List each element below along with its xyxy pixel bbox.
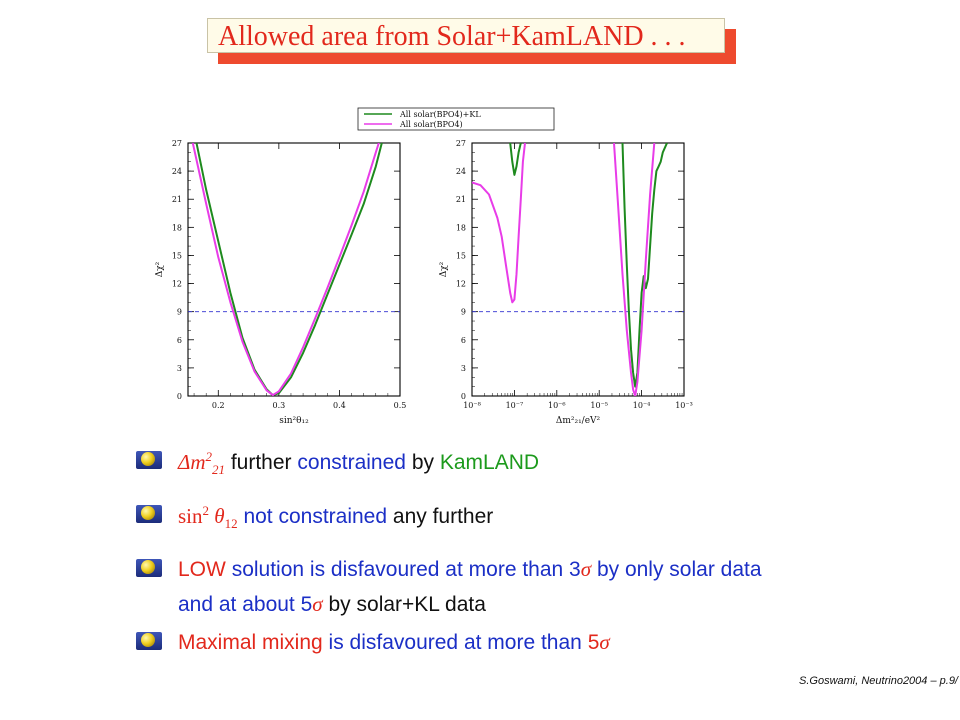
bullet-icon	[136, 559, 162, 577]
y-tick-label: 12	[456, 280, 466, 289]
x-axis-label: sin²θ₁₂	[279, 416, 309, 426]
y-tick-label: 3	[177, 364, 182, 373]
y-tick-label: 9	[177, 308, 182, 317]
y-tick-label: 27	[172, 139, 182, 148]
x-tick-label: 10⁻⁶	[548, 401, 566, 410]
x-tick-label: 0.4	[333, 401, 346, 410]
x-tick-label: 10⁻⁸	[463, 401, 481, 410]
y-tick-label: 12	[172, 280, 182, 289]
y-axis-label: Δχ²	[439, 261, 449, 277]
y-tick-label: 21	[456, 195, 466, 204]
bullet-4-text: Maximal mixing is disfavoured at more th…	[178, 630, 610, 654]
bullet-icon	[136, 505, 162, 523]
y-axis-label: Δχ²	[155, 261, 165, 277]
x-tick-label: 10⁻⁷	[506, 401, 524, 410]
y-tick-label: 0	[177, 392, 182, 401]
chart-sin2theta: 0 3 6 9 12 15 18 21 24 27 0.2 0.3 0.4 0.5 sin²θ₁₂ Δχ²	[155, 139, 406, 426]
y-tick-label: 3	[461, 364, 466, 373]
x-tick-label: 0.5	[394, 401, 407, 410]
plot-frame	[471, 142, 685, 397]
bullet-icon	[136, 451, 162, 469]
bullet-3-text-line2: and at about 5σ by solar+KL data	[178, 592, 486, 616]
y-tick-label: 27	[456, 139, 466, 148]
x-tick-label: 10⁻³	[675, 401, 693, 410]
series-line-2	[191, 143, 380, 396]
series-line-1	[195, 143, 383, 396]
y-tick-label: 15	[456, 251, 466, 260]
charts-figure: All solar(BPO4)+KL All solar(BPO4) 0 3 6 9 1…	[155, 107, 693, 426]
y-tick-label: 6	[461, 336, 466, 345]
x-tick-label: 10⁻⁴	[633, 401, 651, 410]
bullet-2-text: sin2 θ12 not constrained any further	[178, 503, 494, 532]
bullet-3-text: LOW solution is disfavoured at more than…	[178, 557, 762, 581]
x-tick-label: 0.3	[272, 401, 285, 410]
y-tick-label: 18	[172, 223, 182, 232]
bullet-icon	[136, 632, 162, 650]
y-tick-label: 21	[172, 195, 182, 204]
series-line-2	[613, 143, 656, 396]
y-tick-label: 18	[456, 223, 466, 232]
x-axis-label: Δm²₂₁/eV²	[556, 416, 601, 426]
bullet-1-text: Δm221 further constrained by KamLAND	[178, 449, 540, 478]
slide-title: Allowed area from Solar+KamLAND . . .	[218, 21, 686, 52]
chart-delta-m2: 0 3 6 9 12 15 18 21 24 27 10⁻⁸ 10⁻⁷ 10⁻⁶ 10⁻⁵ 10⁻⁴ 10⁻³…	[439, 139, 693, 426]
y-tick-label: 24	[456, 167, 466, 176]
footer-credit: S.Goswami, Neutrino2004 – p.9/	[799, 675, 958, 687]
x-tick-label: 0.2	[212, 401, 225, 410]
series-line-2	[472, 143, 526, 304]
legend-label-1: All solar(BPO4)+KL	[399, 110, 481, 119]
delta-m2-math: Δm221	[178, 449, 225, 478]
y-tick-label: 6	[177, 336, 182, 345]
y-tick-label: 9	[461, 308, 466, 317]
x-tick-label: 10⁻⁵	[590, 401, 608, 410]
title-box: Allowed area from Solar+KamLAND . . .	[207, 18, 725, 53]
y-tick-label: 15	[172, 251, 182, 260]
sin2theta-math: sin2 θ12	[178, 503, 238, 532]
legend-label-2: All solar(BPO4)	[399, 120, 463, 129]
legend: All solar(BPO4)+KL All solar(BPO4)	[357, 107, 555, 131]
y-tick-label: 0	[461, 392, 466, 401]
series-line-1	[509, 143, 522, 176]
plot-frame	[187, 142, 401, 397]
y-tick-label: 24	[172, 167, 182, 176]
